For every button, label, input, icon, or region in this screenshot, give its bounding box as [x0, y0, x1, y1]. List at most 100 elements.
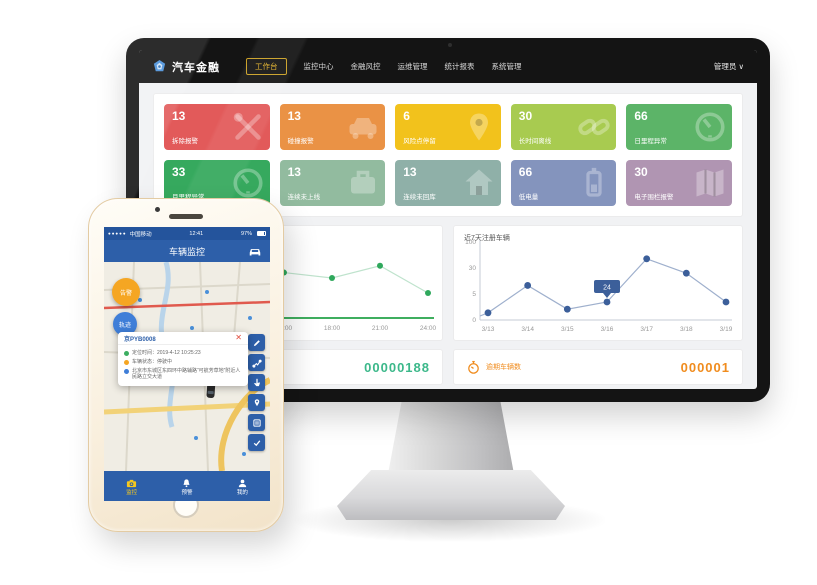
- app-logo[interactable]: 汽车金融: [152, 59, 220, 75]
- map-float-button-0[interactable]: 告警: [112, 278, 140, 306]
- stat-row-2: 33 月里程异常 13 连续未上线 13 连续未回库 66 低电量 30 电子围栏报警: [164, 160, 732, 206]
- nav-item-4[interactable]: 统计报表: [444, 62, 475, 71]
- map-tool-route-icon[interactable]: [248, 354, 265, 371]
- webcam-icon: [448, 43, 452, 47]
- phone-screen: ●●●●● 中国移动 12:41 97% 车辆监控: [104, 227, 270, 501]
- stat-label: 长时间离线: [518, 138, 552, 145]
- stat-tile-0-1[interactable]: 13 碰撞报警: [279, 104, 386, 150]
- battery-percent: 97%: [240, 230, 252, 237]
- svg-text:3/19: 3/19: [720, 326, 733, 333]
- map-tool-check-icon[interactable]: [248, 434, 265, 451]
- battery-icon: [257, 231, 266, 236]
- svg-text:30: 30: [469, 265, 477, 272]
- gem-logo-icon: [153, 59, 166, 72]
- stat-tile-1-1[interactable]: 13 连续未上线: [279, 160, 386, 206]
- home-icon: [461, 165, 497, 201]
- stat-label: 日里程异常: [634, 138, 667, 145]
- stat-label: 拆除报警: [172, 138, 198, 145]
- user-menu[interactable]: 管理员 ∨: [713, 62, 744, 71]
- camera-icon: [126, 476, 137, 488]
- stat-value: 30: [634, 165, 648, 179]
- weekly-chart-panel: 近7天注册车辆 100 30 5 0 3/13 3/14 3/15 3/16 3/17 3/18 3…: [453, 225, 743, 341]
- stat-tile-1-2[interactable]: 13 连续未回库: [395, 160, 501, 206]
- gauge-icon: [230, 165, 266, 201]
- battery-icon: [576, 165, 612, 201]
- close-icon[interactable]: ✕: [235, 333, 242, 342]
- stat-tile-1-3[interactable]: 66 低电量: [510, 160, 617, 206]
- stat-tile-0-4[interactable]: 66 日里程异常: [626, 104, 732, 150]
- svg-text:3/15: 3/15: [561, 326, 574, 333]
- earpiece-speaker: [169, 214, 203, 219]
- pin-blue: [124, 368, 129, 374]
- map-tool-pencil-icon[interactable]: [248, 334, 265, 351]
- stat-tile-0-3[interactable]: 30 长时间离线: [510, 104, 617, 150]
- info-row-text: 定位时间：2019-4-12 10:25:23: [132, 350, 201, 356]
- weekly-line-chart: 100 30 5 0 3/13 3/14 3/15 3/16 3/17 3/18 3/19 24: [465, 239, 733, 333]
- counters-row: 00000188 逾期车辆数 000001: [153, 349, 743, 385]
- clock-label: 12:41: [189, 230, 204, 237]
- stat-value: 66: [518, 165, 533, 179]
- tab-label: 我的: [236, 490, 248, 496]
- nav-item-5[interactable]: 系统管理: [491, 62, 522, 71]
- svg-text:18:00: 18:00: [324, 325, 341, 332]
- map[interactable]: 告警 轨迹 京PYB0008 ✕ 定位时间：2019-4-12 10:25:23 车…: [104, 262, 270, 471]
- dashboard-content: 13 拆除报警 13 碰撞报警 6 风险点停留 30 长时间离线 66 日里程异常 33 月里程异常 1…: [139, 83, 757, 389]
- overdue-vehicles-counter: 逾期车辆数 000001: [453, 349, 743, 385]
- nav-item-2[interactable]: 金融风控: [350, 62, 381, 71]
- brand-title: 汽车金融: [172, 61, 220, 74]
- svg-text:100: 100: [465, 239, 476, 246]
- stat-label: 碰撞报警: [287, 138, 314, 145]
- nav-item-3[interactable]: 运维管理: [397, 62, 428, 71]
- bell-icon: [181, 476, 192, 488]
- stat-label: 电子围栏报警: [634, 194, 674, 201]
- monitor-stand-base: [337, 470, 565, 520]
- info-row-0: 定位时间：2019-4-12 10:25:23: [124, 350, 242, 357]
- nav-item-1[interactable]: 监控中心: [303, 62, 334, 71]
- map-tool-list-icon[interactable]: [248, 414, 265, 431]
- weekly-chart-title: 近7天注册车辆: [464, 235, 510, 242]
- svg-text:3/18: 3/18: [680, 326, 693, 333]
- stat-tile-0-0[interactable]: 13 拆除报警: [164, 104, 270, 150]
- stat-tile-1-4[interactable]: 30 电子围栏报警: [626, 160, 732, 206]
- info-row-2: 北京市东城区东四环中路辅路“可航芳草地”附近人民路立交大道: [124, 368, 242, 382]
- signal-icon: ●●●●●: [108, 231, 127, 236]
- car-crash-icon: [345, 109, 381, 145]
- tab-bar: 监控 预警 我的: [104, 471, 270, 501]
- link-icon: [576, 109, 612, 145]
- dot-orange: [124, 359, 129, 365]
- svg-text:24:00: 24:00: [420, 325, 437, 332]
- stat-label: 连续未上线: [287, 194, 321, 201]
- svg-text:3/16: 3/16: [601, 326, 614, 333]
- stat-value: 6: [403, 109, 410, 123]
- info-window-header: 京PYB0008 ✕: [118, 332, 248, 345]
- map-pin-icon: [461, 109, 497, 145]
- car-icon[interactable]: [248, 245, 262, 257]
- stat-label: 月里程异常: [172, 191, 205, 201]
- svg-text:3/17: 3/17: [640, 326, 653, 333]
- map-tool-touch-icon[interactable]: [248, 374, 265, 391]
- total-vehicles-value: 00000188: [364, 359, 430, 375]
- stat-value: 13: [403, 165, 417, 179]
- front-camera-icon: [155, 207, 160, 212]
- svg-text:5: 5: [472, 291, 476, 298]
- nav-item-0[interactable]: 工作台: [246, 58, 287, 75]
- status-bar: ●●●●● 中国移动 12:41 97%: [104, 227, 270, 240]
- info-row-text: 车辆状态：停驶中: [132, 358, 173, 365]
- map-tool-locate-icon[interactable]: [248, 394, 265, 411]
- stat-value: 13: [287, 109, 301, 123]
- tab-0[interactable]: 监控: [104, 471, 159, 501]
- tab-2[interactable]: 我的: [215, 471, 270, 501]
- monitor-stand-neck: [388, 400, 514, 474]
- tab-1[interactable]: 预警: [159, 471, 214, 501]
- phone-device: ●●●●● 中国移动 12:41 97% 车辆监控: [88, 198, 284, 532]
- info-row-1: 车辆状态：停驶中: [124, 359, 242, 366]
- person-icon: [237, 476, 248, 488]
- stat-tile-0-2[interactable]: 6 风险点停留: [395, 104, 501, 150]
- stat-row-1: 13 拆除报警 13 碰撞报警 6 风险点停留 30 长时间离线 66 日里程异常: [164, 104, 732, 150]
- svg-text:3/14: 3/14: [521, 326, 534, 333]
- app-header: 汽车金融 工作台 监控中心 金融风控 运维管理 统计报表 系统管理 管理员 ∨: [139, 50, 757, 83]
- overdue-vehicles-label: 逾期车辆数: [486, 364, 521, 371]
- gauge-icon: [692, 109, 728, 145]
- stat-value: 33: [172, 165, 186, 179]
